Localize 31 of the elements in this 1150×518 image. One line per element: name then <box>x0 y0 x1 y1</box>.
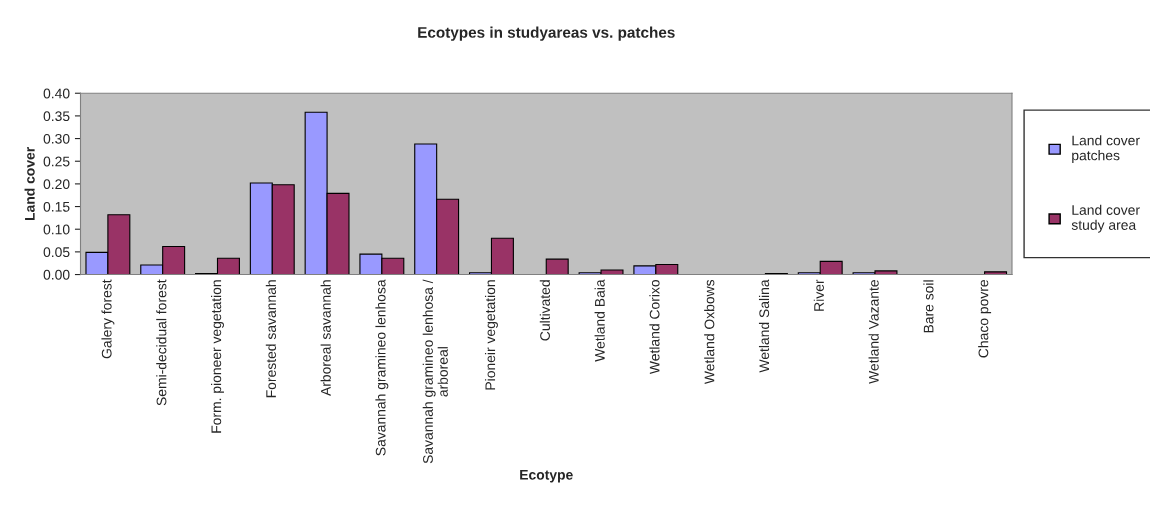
x-tick-label: Savannah gramineo lenhosa <box>375 279 389 456</box>
x-tick-label: Wetland Baia <box>594 279 605 362</box>
x-tick-label: Forested savannah <box>265 280 277 398</box>
x-tick-label: Savannah gramineo lenhosa / arboreal <box>422 279 448 464</box>
x-tick-label: Wetland Corixo <box>649 279 660 375</box>
x-tick-label: Form. pioneer vegetation <box>211 280 224 433</box>
y-tick-label: 0.30 <box>43 133 70 144</box>
x-axis-title: Ecotype <box>520 470 573 483</box>
x-tick-label: Bare soil <box>923 280 934 333</box>
x-tick-label: Cultivated <box>539 280 550 341</box>
y-tick-label: 0.15 <box>43 201 70 212</box>
y-tick-label: 0.25 <box>43 156 70 167</box>
x-tick-label: Chaco povre <box>978 280 992 358</box>
legend-label: Land cover study area <box>1071 204 1140 233</box>
x-tick-label: Wetland Oxbows <box>704 279 715 385</box>
y-tick-label: 0.00 <box>43 269 70 280</box>
chart-title: Ecotypes in studyareas vs. patches <box>418 26 675 41</box>
x-tick-label: Arboreal savannah <box>320 280 331 396</box>
y-axis-title: Land cover <box>24 147 35 221</box>
y-tick-label: 0.40 <box>43 88 70 99</box>
x-tick-label: Wetland Salina <box>758 279 770 373</box>
x-tick-label: Pioneir vegetation <box>484 280 498 390</box>
y-tick-label: 0.10 <box>43 224 70 235</box>
x-tick-label: Semi-decidual forest <box>156 279 167 406</box>
x-tick-label: River <box>813 279 824 311</box>
x-tick-label: Galery forest <box>101 279 115 359</box>
x-tick-label: Wetland Vazante <box>868 280 879 384</box>
y-tick-label: 0.20 <box>43 179 70 190</box>
y-tick-label: 0.05 <box>43 247 70 258</box>
y-tick-label: 0.35 <box>43 111 70 122</box>
legend-label: Land cover patches <box>1072 135 1140 164</box>
